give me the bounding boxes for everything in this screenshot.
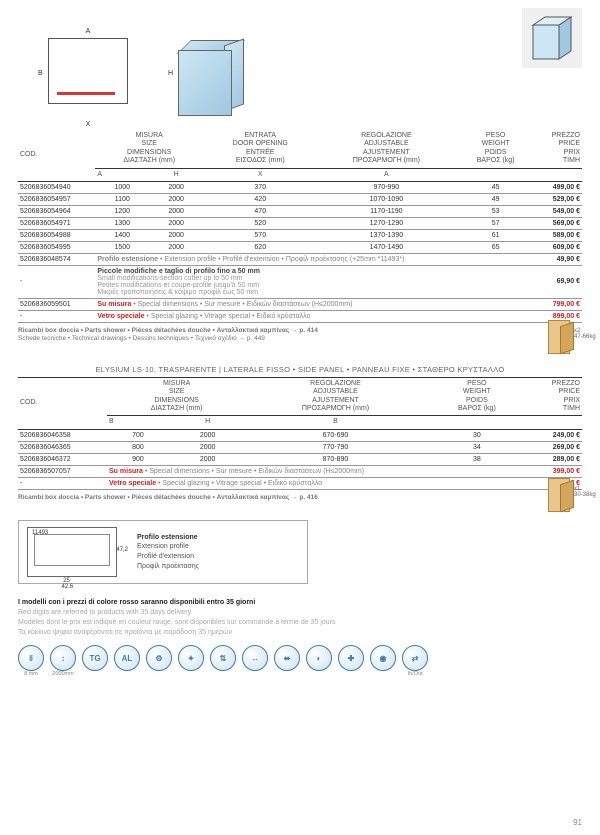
label-h: H (168, 70, 173, 77)
col-misura: MISURA SIZE DIMENSIONS ΔΙΑΣΤΑΣΗ (mm) (107, 378, 246, 416)
label-x: X (86, 121, 91, 128)
feature-icon: ⇄In/Out (402, 645, 428, 677)
col-regolazione: REGOLAZIONE ADJUSTABLE AJUSTEMENT ΠΡΟΣΑΡ… (317, 130, 455, 168)
table-row: 5206836054964120020004701170-119053549,0… (18, 205, 582, 217)
sub-x: X (203, 168, 317, 181)
footnotes-2: Ricambi box doccia • Parts shower • Pièc… (18, 494, 582, 502)
delivery-notes: I modelli con i prezzi di colore rosso s… (18, 598, 582, 637)
sub-b: B (107, 416, 169, 429)
spec-table-2: COD. MISURA SIZE DIMENSIONS ΔΙΑΣΤΑΣΗ (mm… (18, 378, 582, 490)
label-a: A (86, 28, 91, 35)
sub-a2: A (317, 168, 455, 181)
spec-table-1: COD. MISURA SIZE DIMENSIONS ΔΙΑΣΤΑΣΗ (mm… (18, 130, 582, 323)
col-entrata: ENTRATA DOOR OPENING ENTRÉE ΕΙΣΟΔΟΣ (mm) (203, 130, 317, 168)
feature-icon: TG (82, 645, 108, 671)
dimension-diagrams: A B X H (48, 38, 582, 118)
table-row: 5206836054988140020005701370-139061589,0… (18, 229, 582, 241)
feature-icon-row: ‖8 mm↕2000mmTGAL⚙✦⇅↔⬌◐✚◉⇄In/Out (18, 645, 582, 677)
feature-icon: ✚ (338, 645, 364, 671)
table-row: 52068360463729002000870-89038289,00 € (18, 453, 582, 465)
table-row: 5206836054971130020005201270-129057569,0… (18, 217, 582, 229)
col-peso: PESO WEIGHT POIDS ΒΑΡΟΣ (kg) (455, 130, 536, 168)
table-row: 520683605494010002000370970-99045499,00 … (18, 181, 582, 193)
sub-a: A (95, 168, 149, 181)
col-peso: PESO WEIGHT POIDS ΒΑΡΟΣ (kg) (425, 378, 530, 416)
section-2-title: ELYSIUM LS-10, TRASPARENTE | LATERALE FI… (18, 362, 582, 378)
col-prezzo: PREZZO PRICE PRIX ΤΙΜΗ (536, 130, 582, 168)
table-row: 5206836054995150020006201470-149065609,0… (18, 241, 582, 253)
table-row: 5206836054957110020004201070-109049529,0… (18, 193, 582, 205)
feature-icon: ✦ (178, 645, 204, 671)
feature-icon: ⚙ (146, 645, 172, 671)
col-regolazione: REGOLAZIONE ADJUSTABLE AJUSTEMENT ΠΡΟΣΑΡ… (246, 378, 424, 416)
package-icon-2: x130-38kg (548, 478, 578, 514)
profile-diagram: 11493 25 42,6 47,2 (27, 527, 117, 577)
feature-icon: AL (114, 645, 140, 671)
footnotes-1: Ricambi box doccia • Parts shower • Pièc… (18, 327, 582, 344)
package-icon-1: x247-66kg (548, 320, 578, 356)
iso-view-diagram (178, 38, 248, 118)
profile-text: Profilo estensione Extension profile Pro… (137, 533, 199, 572)
table-row: 52068360463658002000770-79034269,00 € (18, 441, 582, 453)
product-thumbnail (522, 8, 582, 68)
label-b: B (38, 70, 43, 77)
sub-h: H (169, 416, 246, 429)
feature-icon: ⇅ (210, 645, 236, 671)
feature-icon: ‖8 mm (18, 645, 44, 677)
table-row: 52068360463587002000670-69030249,00 € (18, 429, 582, 441)
profile-extension-box: 11493 25 42,6 47,2 Profilo estensione Ex… (18, 520, 308, 584)
feature-icon: ⬌ (274, 645, 300, 671)
feature-icon: ↔ (242, 645, 268, 671)
top-view-diagram (48, 38, 128, 104)
sub-b2: B (246, 416, 424, 429)
feature-icon: ↕2000mm (50, 645, 76, 677)
feature-icon: ◉ (370, 645, 396, 671)
feature-icon: ◐ (306, 645, 332, 671)
page-number: 91 (573, 818, 582, 827)
sub-h: H (149, 168, 203, 181)
col-cod: COD. (18, 130, 95, 181)
col-prezzo: PREZZO PRICE PRIX ΤΙΜΗ (529, 378, 582, 416)
col-cod: COD. (18, 378, 107, 429)
col-misura: MISURA SIZE DIMENSIONS ΔΙΑΣΤΑΣΗ (mm) (95, 130, 203, 168)
